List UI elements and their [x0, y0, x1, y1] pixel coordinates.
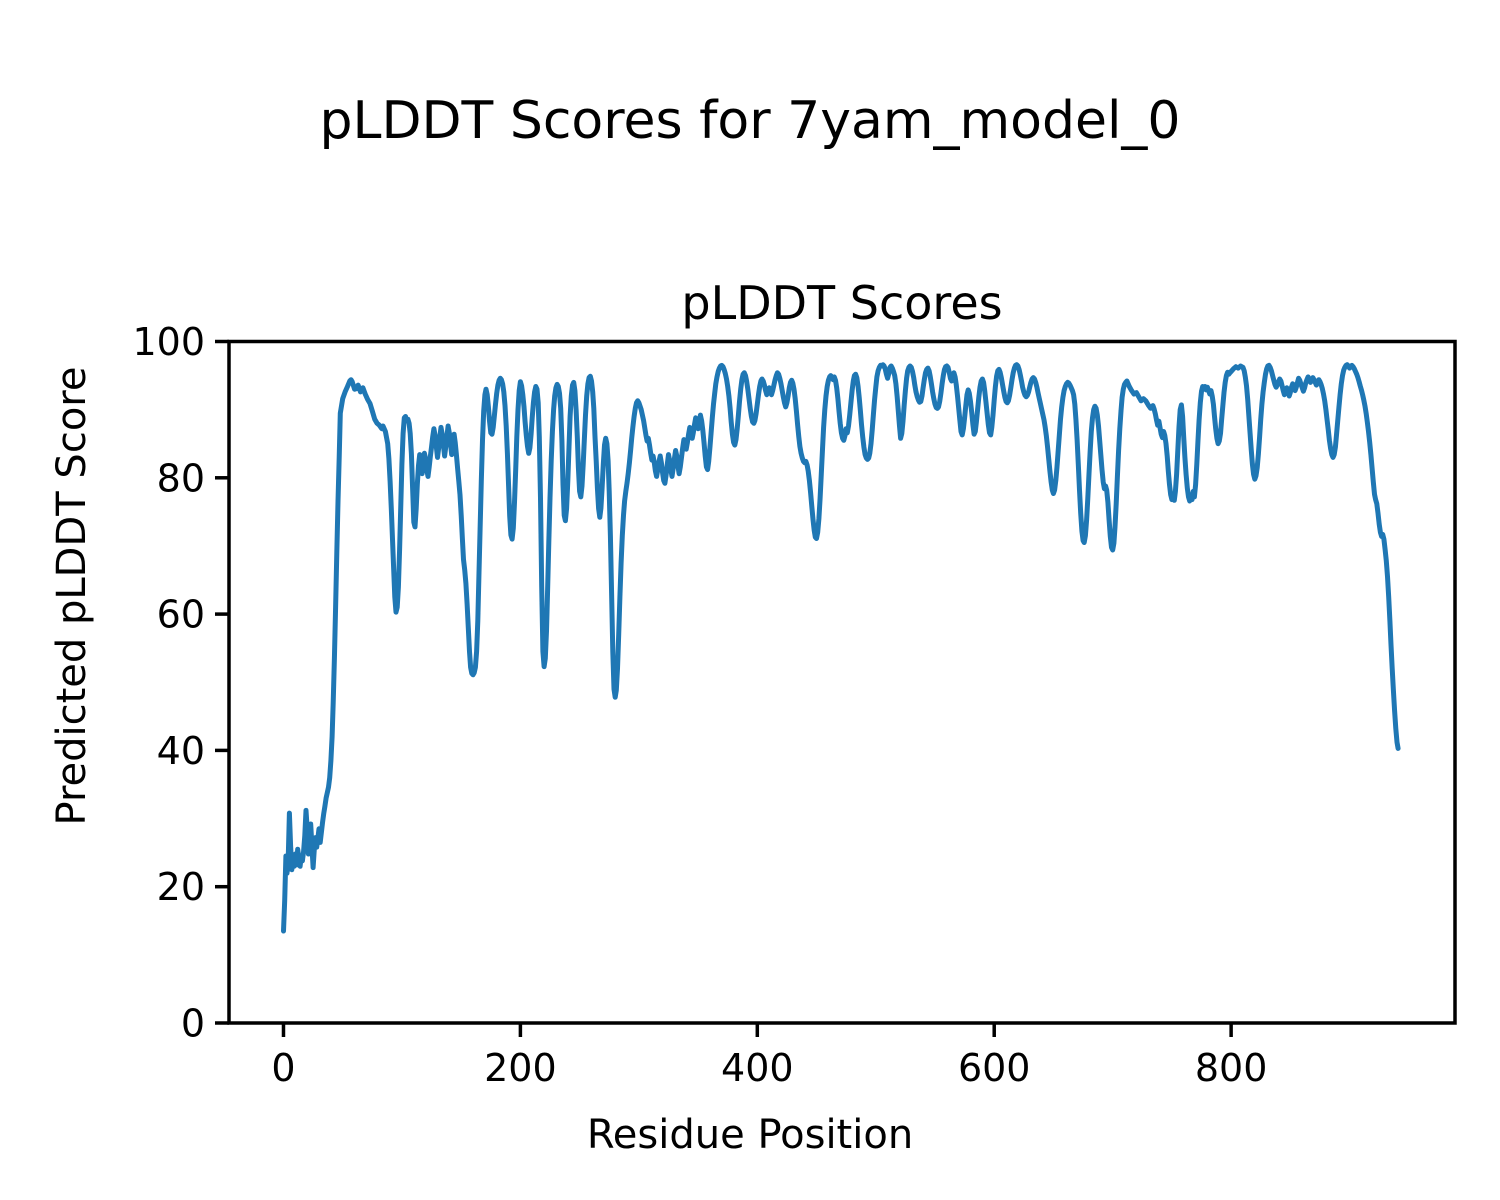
figure-suptitle: pLDDT Scores for 7yam_model_0	[319, 91, 1181, 151]
x-tick-label: 400	[721, 1046, 794, 1090]
axes-spines	[227, 339, 1457, 1025]
plddt-line	[281, 362, 1401, 934]
y-tick-label: 0	[181, 1002, 205, 1046]
x-tick-label: 0	[271, 1046, 295, 1090]
axes-title: pLDDT Scores	[681, 276, 1003, 330]
y-tick-label: 100	[132, 320, 205, 364]
x-axis-label: Residue Position	[586, 1112, 914, 1158]
y-tick-label: 20	[157, 865, 205, 909]
x-tick-label: 600	[958, 1046, 1031, 1090]
y-tick-label: 60	[157, 593, 205, 637]
x-tick-label: 800	[1195, 1046, 1268, 1090]
y-tick-label: 40	[157, 729, 205, 773]
y-tick-label: 80	[157, 456, 205, 500]
x-tick-label: 200	[484, 1046, 557, 1090]
y-axis-label: Predicted pLDDT Score	[49, 366, 95, 826]
